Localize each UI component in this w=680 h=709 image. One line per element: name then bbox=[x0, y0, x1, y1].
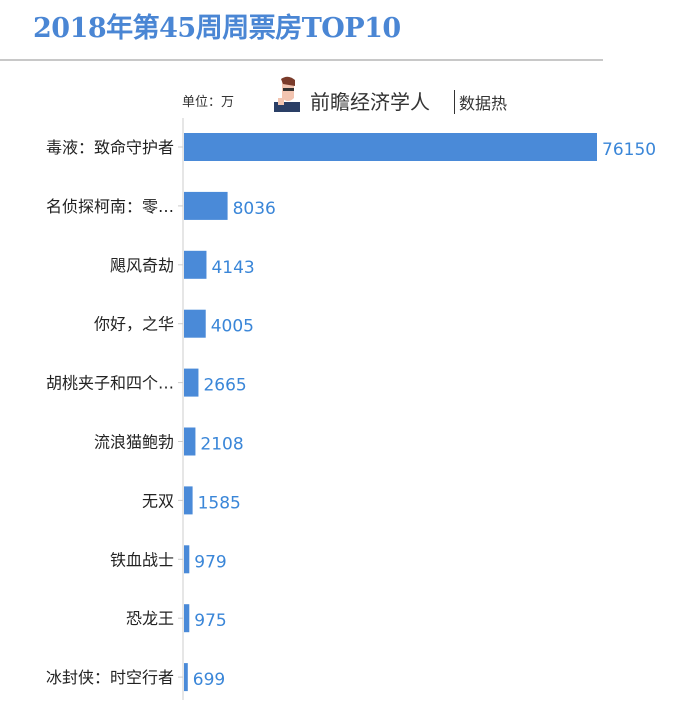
value-label: 8036 bbox=[233, 199, 276, 219]
value-label: 975 bbox=[194, 611, 226, 631]
brand-subtitle: 数据热 bbox=[454, 90, 507, 114]
value-label: 2665 bbox=[203, 376, 246, 396]
category-label: 流浪猫鲍勃 bbox=[94, 433, 174, 452]
category-label: 无双 bbox=[142, 491, 174, 510]
category-label: 你好，之华 bbox=[94, 315, 174, 334]
bar bbox=[184, 427, 196, 456]
value-label: 4005 bbox=[211, 317, 254, 337]
chart-title: 2018年第45周周票房TOP10 bbox=[33, 13, 401, 44]
bar bbox=[184, 309, 206, 338]
value-label: 76150 bbox=[602, 140, 656, 160]
value-label: 979 bbox=[194, 552, 226, 572]
brand-name: 前瞻经济学人 bbox=[310, 90, 430, 114]
bar bbox=[184, 545, 190, 574]
category-label: 铁血战士 bbox=[110, 550, 174, 569]
category-label: 毒液：致命守护者 bbox=[46, 138, 174, 157]
category-label: 名侦探柯南：零… bbox=[46, 197, 174, 216]
category-label: 胡桃夹子和四个… bbox=[46, 374, 174, 393]
bar bbox=[184, 133, 597, 161]
category-label: 飓风奇劫 bbox=[110, 256, 174, 275]
value-label: 2108 bbox=[200, 435, 243, 455]
bar bbox=[184, 663, 188, 692]
bar bbox=[184, 486, 193, 515]
category-label: 恐龙王 bbox=[126, 609, 174, 628]
category-label: 冰封侠：时空行者 bbox=[46, 668, 174, 687]
bar bbox=[184, 604, 190, 633]
bar bbox=[184, 191, 228, 220]
value-label: 4143 bbox=[211, 258, 254, 278]
bar bbox=[184, 368, 199, 397]
title-divider bbox=[0, 59, 603, 61]
bar bbox=[184, 250, 207, 279]
unit-label: 单位：万 bbox=[182, 95, 235, 110]
brand-avatar-icon bbox=[274, 76, 300, 112]
value-label: 699 bbox=[193, 670, 225, 690]
value-label: 1585 bbox=[198, 493, 241, 513]
